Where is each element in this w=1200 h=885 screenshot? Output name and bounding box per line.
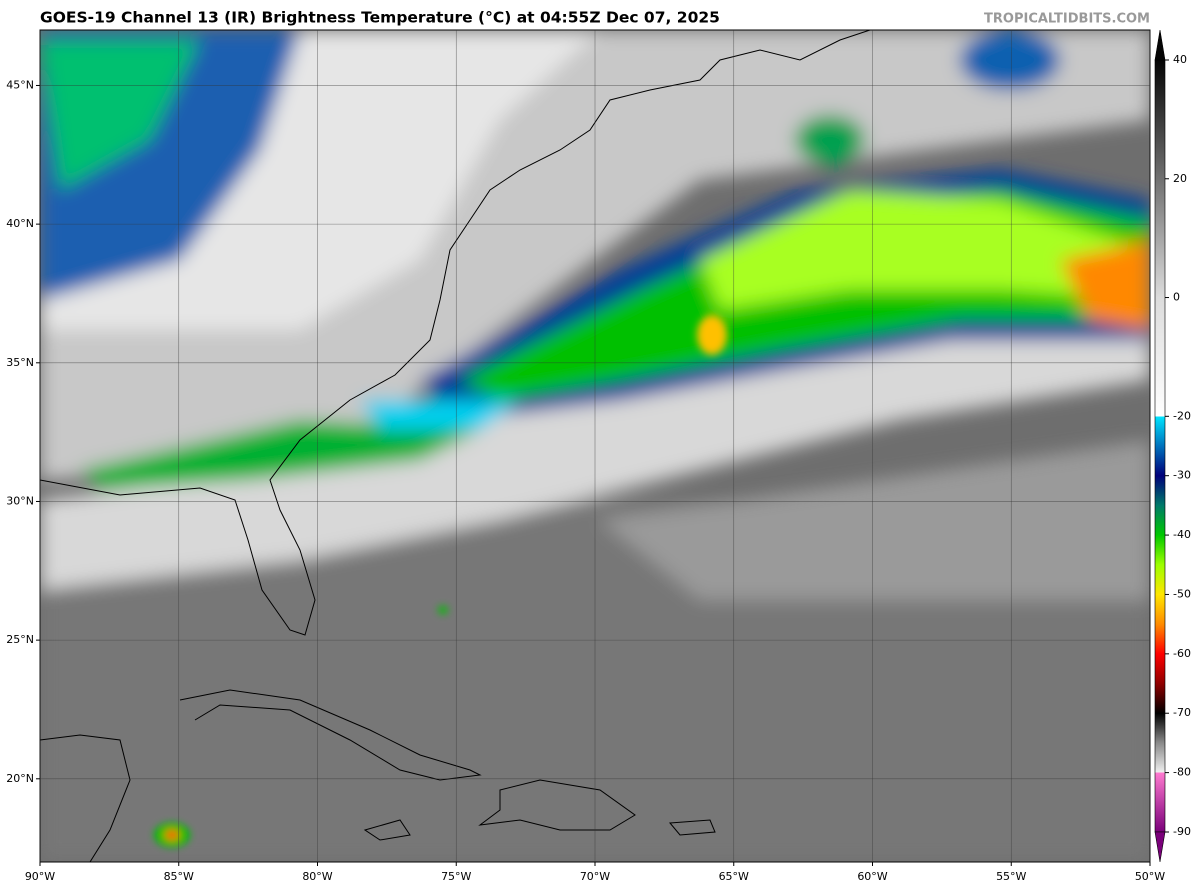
lat-label: 40°N	[6, 217, 34, 230]
credit: TROPICALTIDBITS.COM	[984, 12, 1150, 27]
colorbar-label: -30	[1173, 469, 1191, 482]
lon-label: 85°W	[164, 870, 194, 883]
lon-label: 70°W	[580, 870, 610, 883]
colorbar-label: -60	[1173, 647, 1191, 660]
lat-label: 35°N	[6, 356, 34, 369]
lon-label: 50°W	[1135, 870, 1165, 883]
colorbar-label: 20	[1173, 172, 1187, 185]
lat-label: 25°N	[6, 633, 34, 646]
lon-label: 80°W	[302, 870, 332, 883]
lon-label: 90°W	[25, 870, 55, 883]
colorbar-label: 0	[1173, 291, 1180, 304]
lat-label: 20°N	[6, 772, 34, 785]
colorbar-extend-top	[1154, 29, 1166, 61]
colorbar-extend-bottom	[1154, 831, 1166, 863]
colorbar-label: -40	[1173, 528, 1191, 541]
colorbar-label: -50	[1173, 587, 1191, 600]
lon-label: 60°W	[857, 870, 887, 883]
colorbar-label: -20	[1173, 409, 1191, 422]
lon-label: 65°W	[719, 870, 749, 883]
colorbar-label: 40	[1173, 53, 1187, 66]
lon-label: 55°W	[996, 870, 1026, 883]
colorbar-label: -90	[1173, 825, 1191, 838]
title: GOES-19 Channel 13 (IR) Brightness Tempe…	[40, 9, 720, 27]
lat-label: 45°N	[6, 78, 34, 91]
colorbar	[1154, 59, 1166, 833]
colorbar-label: -80	[1173, 766, 1191, 779]
lon-label: 75°W	[441, 870, 471, 883]
colorbar-label: -70	[1173, 706, 1191, 719]
lat-label: 30°N	[6, 494, 34, 507]
